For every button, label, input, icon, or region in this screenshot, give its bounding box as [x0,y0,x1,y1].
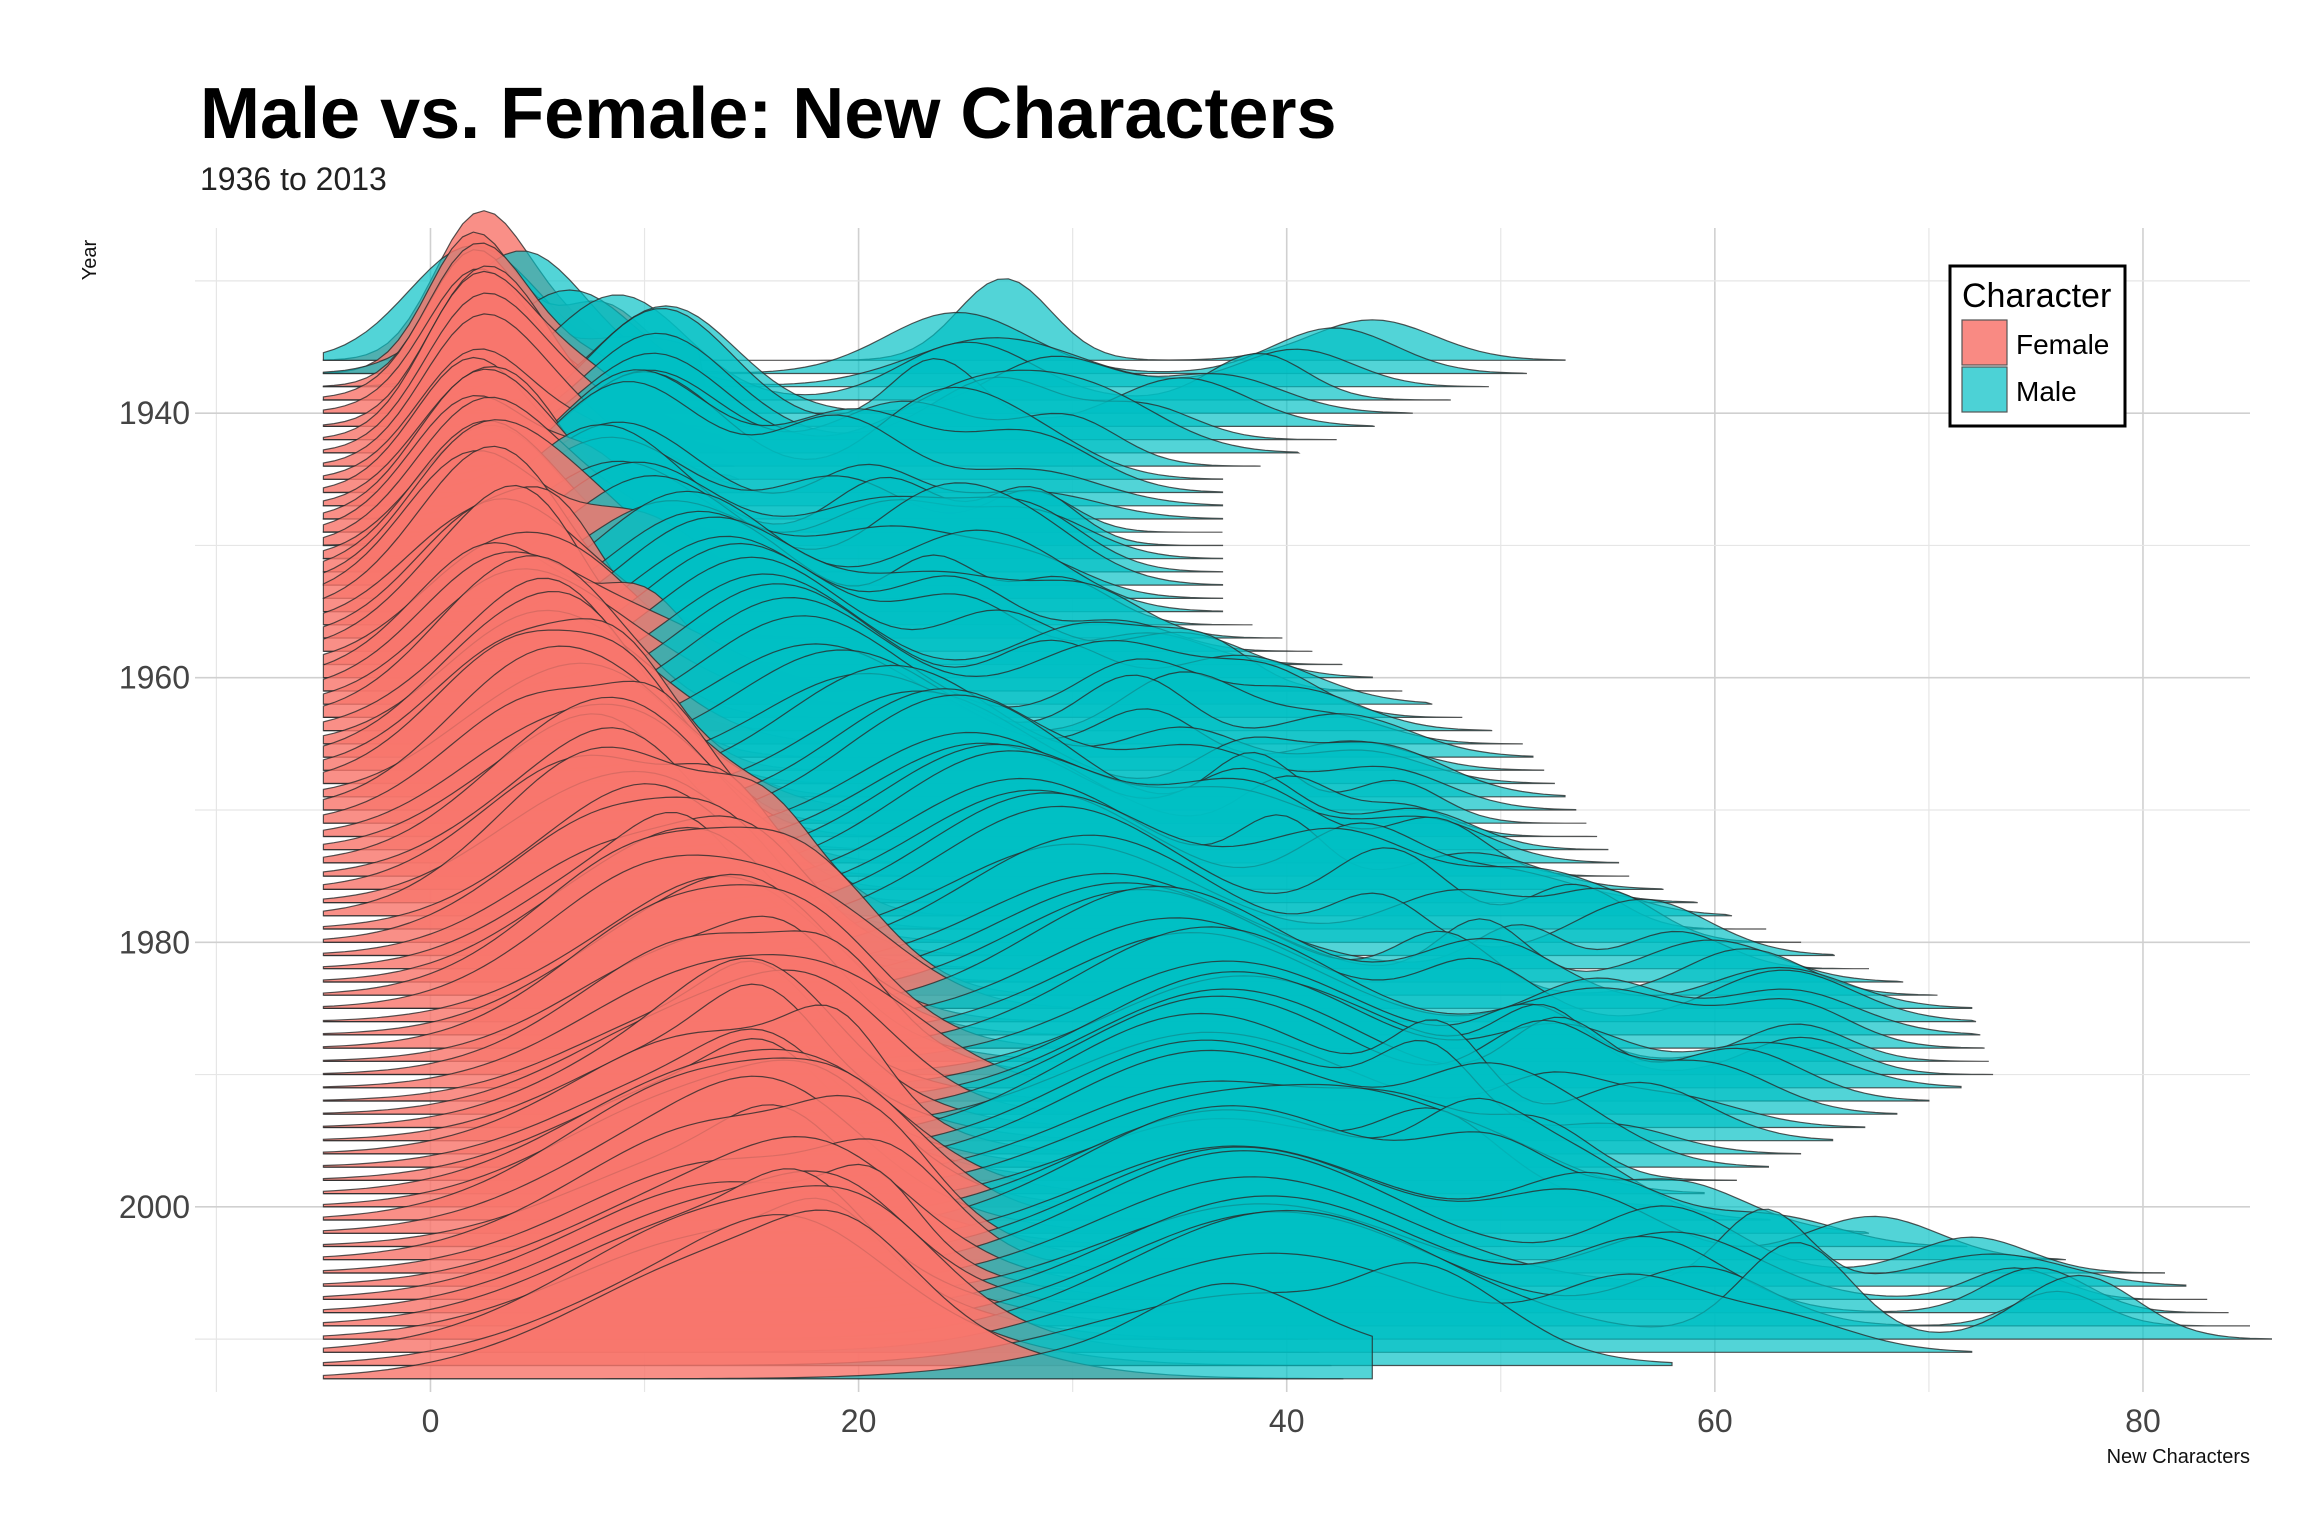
legend-label-female: Female [2016,329,2109,360]
x-tick-label: 40 [1269,1403,1305,1439]
x-tick-label: 20 [841,1403,877,1439]
legend: Character Female Male [1948,264,2127,428]
chart-title: Male vs. Female: New Characters [200,74,1337,154]
y-axis-title: Year [79,239,101,280]
y-tick-label: 2000 [119,1189,190,1225]
legend-key-female [1961,319,2008,366]
x-tick-label: 0 [422,1403,440,1439]
legend-title: Character [1962,277,2111,315]
y-tick-label: 1960 [119,660,190,696]
x-tick-label: 80 [2125,1403,2161,1439]
x-tick-label: 60 [1697,1403,1733,1439]
axes: 0 20 40 60 80 1940 1960 1980 2000 [119,395,2161,1439]
legend-key-male [1961,366,2008,413]
y-tick-label: 1980 [119,924,190,960]
ridges [322,210,2272,1380]
legend-label-male: Male [2016,376,2077,407]
x-axis-title: New Characters [2107,1446,2250,1468]
ridge-male [323,1282,1373,1380]
y-tick-label: 1940 [119,395,190,431]
chart-subtitle: 1936 to 2013 [200,161,387,197]
